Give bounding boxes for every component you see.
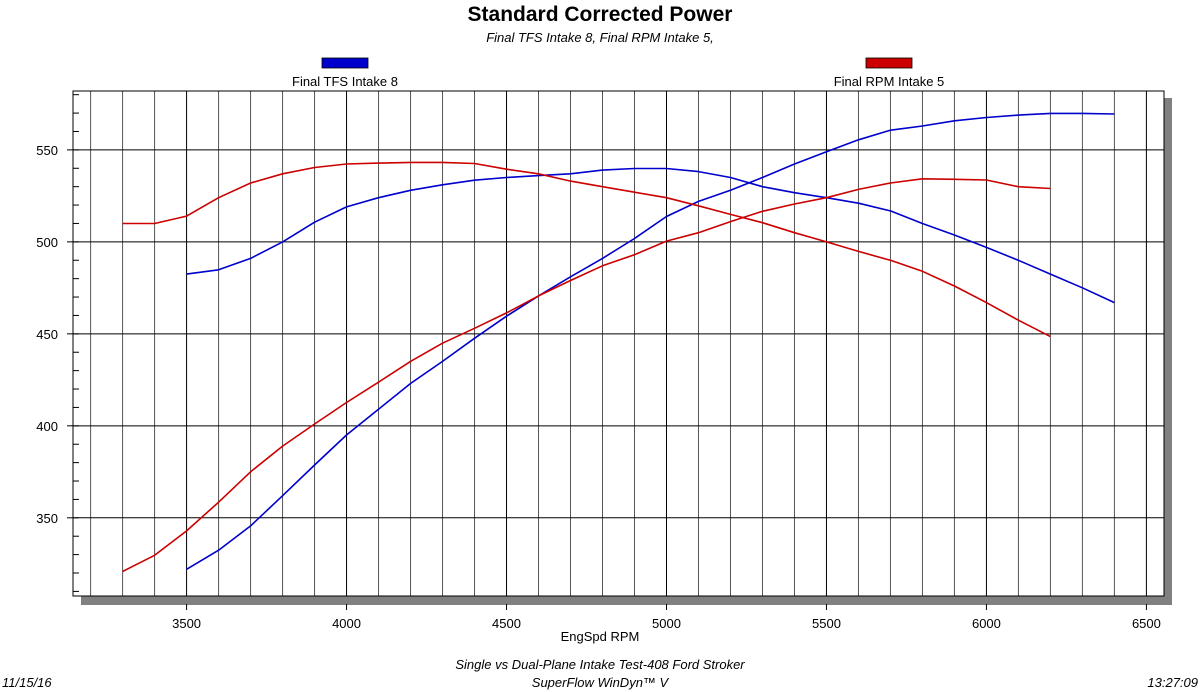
test-date: 11/15/16 <box>2 675 52 690</box>
x-tick-label: 6500 <box>1132 616 1161 631</box>
grid <box>73 91 1164 596</box>
series-tfs-intake-8-upper-curve <box>186 167 1115 304</box>
series-curves <box>122 112 1115 573</box>
series-tfs-intake-8-power-curve <box>186 112 1115 570</box>
test-time: 13:27:09 <box>1147 675 1198 690</box>
chart-title: Standard Corrected Power <box>468 3 733 26</box>
x-axis: 3500 4000 4500 5000 5500 6000 6500 <box>172 604 1161 631</box>
plot-area <box>73 91 1164 596</box>
x-tick-label: 5000 <box>652 616 681 631</box>
legend-label-rpm: Final RPM Intake 5 <box>834 74 945 89</box>
x-axis-label: EngSpd RPM <box>561 629 640 644</box>
y-tick-label: 350 <box>36 511 58 526</box>
x-tick-label: 4500 <box>492 616 521 631</box>
plot-frame <box>72 90 1165 597</box>
y-tick-label: 550 <box>36 143 58 158</box>
y-tick-label: 450 <box>36 327 58 342</box>
legend-swatch-rpm <box>865 57 913 69</box>
chart-subtitle: Final TFS Intake 8, Final RPM Intake 5, <box>486 30 714 45</box>
series-rpm-intake-5-power-curve <box>122 178 1051 573</box>
legend-label-tfs: Final TFS Intake 8 <box>292 74 398 89</box>
x-tick-label: 5500 <box>812 616 841 631</box>
x-tick-label: 6000 <box>972 616 1001 631</box>
y-axis: 350 400 450 500 550 <box>36 94 79 592</box>
legend: Final TFS Intake 8 Final RPM Intake 5 <box>292 57 945 89</box>
series-rpm-intake-5-upper-curve <box>122 161 1051 338</box>
x-tick-label: 3500 <box>172 616 201 631</box>
software-name: SuperFlow WinDyn™ V <box>532 675 670 690</box>
legend-swatch-tfs <box>321 57 369 69</box>
y-tick-label: 400 <box>36 419 58 434</box>
y-tick-label: 500 <box>36 235 58 250</box>
test-description: Single vs Dual-Plane Intake Test-408 For… <box>455 657 745 672</box>
x-tick-label: 4000 <box>332 616 361 631</box>
